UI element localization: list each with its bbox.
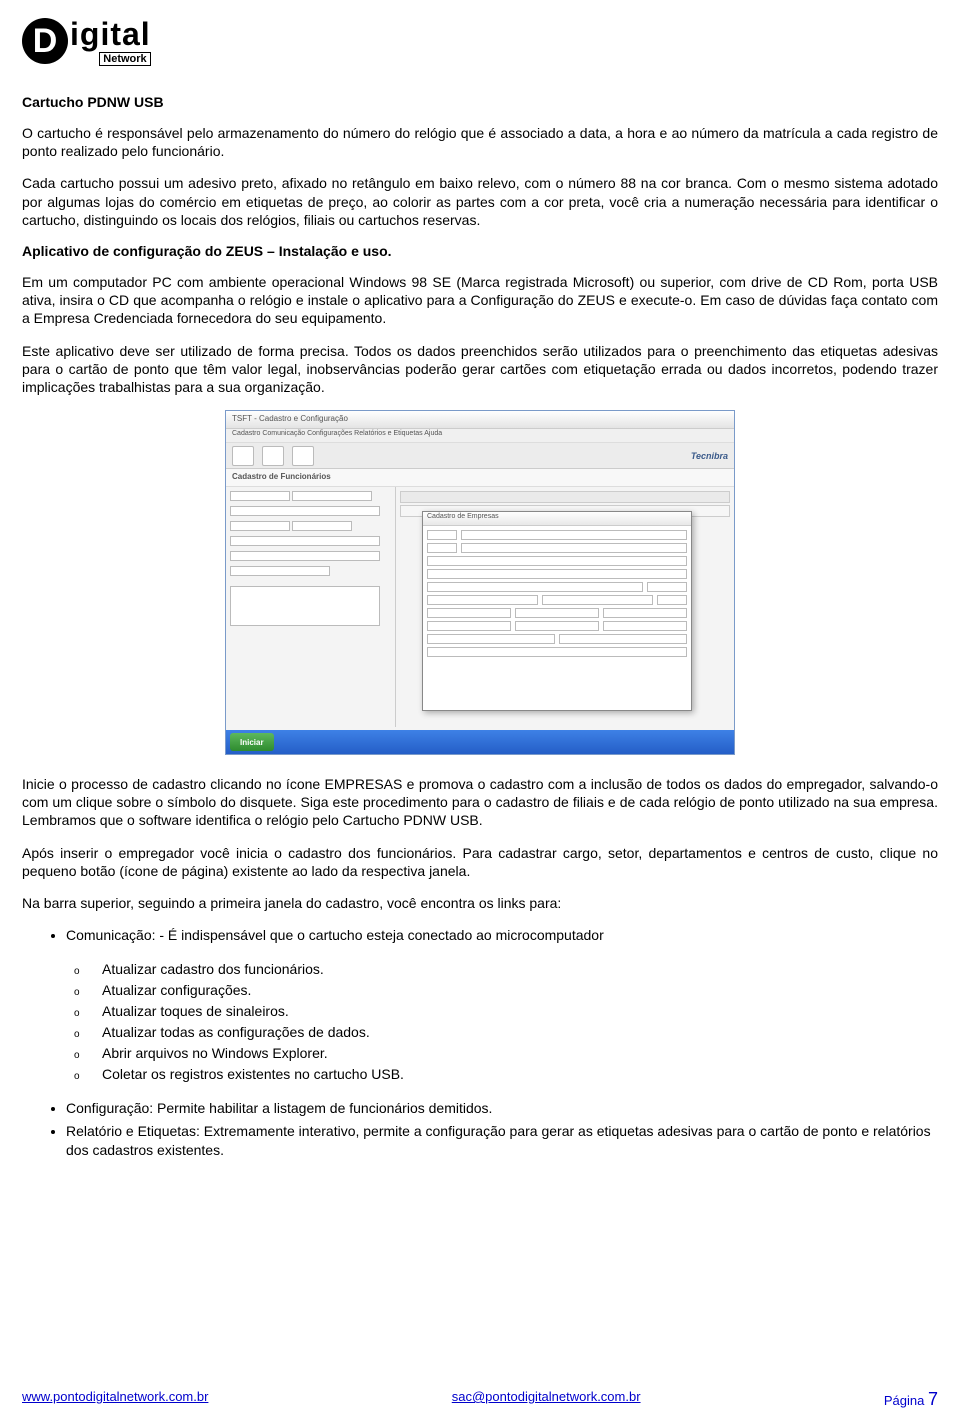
sub-item: Coletar os registros existentes no cartu… bbox=[74, 1064, 938, 1085]
bullet-list-top: Comunicação: - É indispensável que o car… bbox=[22, 926, 938, 945]
right-panel: Cadastro de Empresas bbox=[396, 487, 734, 727]
paragraph-6: Após inserir o empregador você inicia o … bbox=[22, 844, 938, 880]
paragraph-3: Em um computador PC com ambiente operaci… bbox=[22, 273, 938, 328]
window-toolbar: Tecnibra bbox=[226, 443, 734, 469]
sub-item: Atualizar todas as configurações de dado… bbox=[74, 1022, 938, 1043]
paragraph-5: Inicie o processo de cadastro clicando n… bbox=[22, 775, 938, 830]
paragraph-4a: Este aplicativo deve ser utilizado de fo… bbox=[22, 343, 349, 359]
logo-sub: Network bbox=[99, 52, 150, 66]
sub-item: Atualizar configurações. bbox=[74, 980, 938, 1001]
bullet-config: Configuração: Permite habilitar a listag… bbox=[66, 1099, 938, 1118]
list-header bbox=[400, 491, 730, 503]
window-body: Cadastro de Empresas bbox=[226, 487, 734, 727]
heading-aplicativo: Aplicativo de configuração do ZEUS – Ins… bbox=[22, 243, 938, 259]
bullet-relatorio: Relatório e Etiquetas: Extremamente inte… bbox=[66, 1122, 938, 1160]
logo-icon: D bbox=[22, 18, 68, 64]
taskbar: Iniciar bbox=[226, 730, 734, 754]
section-header: Cadastro de Funcionários bbox=[226, 469, 734, 487]
logo-main: igital bbox=[70, 18, 151, 50]
sub-item: Atualizar toques de sinaleiros. bbox=[74, 1001, 938, 1022]
paragraph-1: O cartucho é responsável pelo armazename… bbox=[22, 124, 938, 160]
footer-email[interactable]: sac@pontodigitalnetwork.com.br bbox=[452, 1389, 641, 1410]
left-panel bbox=[226, 487, 396, 727]
logo: D igital Network bbox=[22, 18, 938, 66]
dialog-title: Cadastro de Empresas bbox=[423, 512, 691, 526]
screenshot-container: TSFT - Cadastro e Configuração Cadastro … bbox=[22, 410, 938, 755]
page-label: Página bbox=[884, 1393, 928, 1408]
window-title: TSFT - Cadastro e Configuração bbox=[226, 411, 734, 429]
paragraph-4: Este aplicativo deve ser utilizado de fo… bbox=[22, 342, 938, 397]
paragraph-2: Cada cartucho possui um adesivo preto, a… bbox=[22, 174, 938, 229]
page-footer: www.pontodigitalnetwork.com.br sac@ponto… bbox=[22, 1389, 938, 1410]
bullet-comunicacao: Comunicação: - É indispensável que o car… bbox=[66, 926, 938, 945]
logo-text: igital Network bbox=[70, 18, 151, 66]
toolbar-btn bbox=[292, 446, 314, 466]
footer-page: Página 7 bbox=[884, 1389, 938, 1410]
dialog-empresas: Cadastro de Empresas bbox=[422, 511, 692, 711]
toolbar-btn bbox=[262, 446, 284, 466]
sub-bullet-list: Atualizar cadastro dos funcionários. Atu… bbox=[22, 959, 938, 1085]
window-menu: Cadastro Comunicação Configurações Relat… bbox=[226, 429, 734, 443]
footer-url[interactable]: www.pontodigitalnetwork.com.br bbox=[22, 1389, 208, 1410]
toolbar-btn bbox=[232, 446, 254, 466]
page-number: 7 bbox=[928, 1389, 938, 1409]
sub-item: Abrir arquivos no Windows Explorer. bbox=[74, 1043, 938, 1064]
app-screenshot: TSFT - Cadastro e Configuração Cadastro … bbox=[225, 410, 735, 755]
brand-label: Tecnibra bbox=[691, 451, 728, 461]
paragraph-7: Na barra superior, seguindo a primeira j… bbox=[22, 894, 938, 912]
heading-cartucho: Cartucho PDNW USB bbox=[22, 94, 938, 110]
start-button: Iniciar bbox=[230, 733, 274, 751]
bullet-list-bottom: Configuração: Permite habilitar a listag… bbox=[22, 1099, 938, 1160]
sub-item: Atualizar cadastro dos funcionários. bbox=[74, 959, 938, 980]
